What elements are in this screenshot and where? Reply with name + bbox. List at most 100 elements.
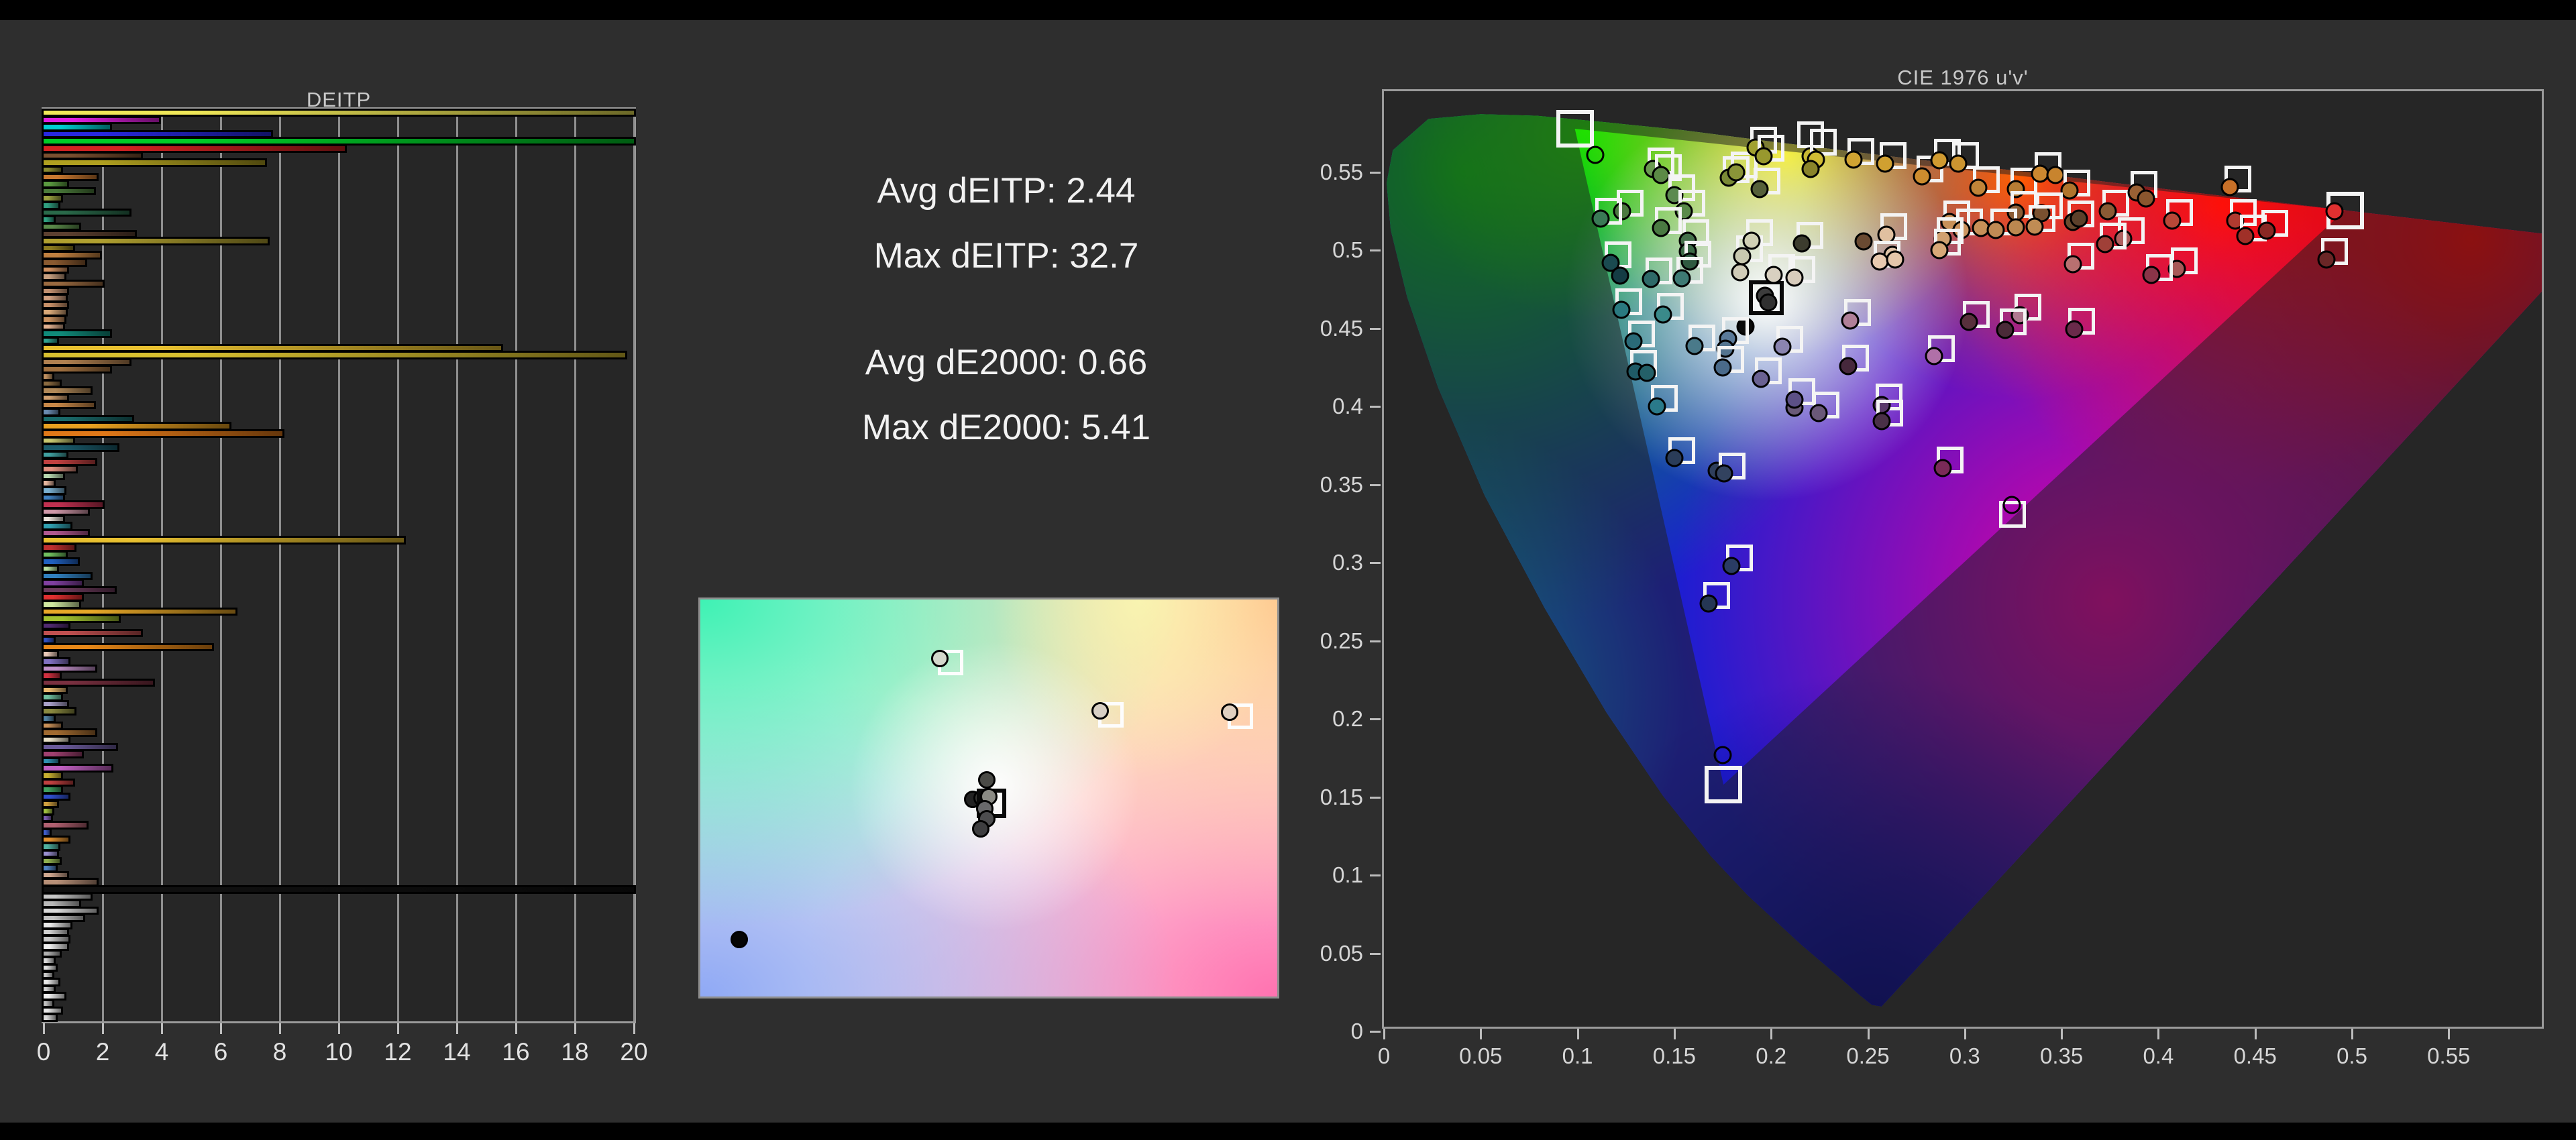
deitp-bar-row [44,937,634,942]
cie-x-tick [2448,1029,2451,1039]
deitp-bar-row [44,616,634,621]
cie-y-tick-label: 0.45 [1320,315,1363,341]
cie-y-tick [1370,1031,1381,1033]
deitp-bar [44,538,404,543]
deitp-bar-row [44,239,634,243]
deitp-bar [44,673,60,678]
deitp-gridline [102,109,104,1021]
deitp-bar-row [44,331,634,336]
measured-point [1638,363,1656,382]
avg-deitp-stat: Avg dEITP: 2.44 [877,171,1136,211]
deitp-bar [44,516,63,522]
deitp-bar [44,958,54,963]
deitp-bar-row [44,837,634,842]
deitp-bar [44,644,212,650]
deitp-bar-row [44,125,634,129]
deitp-bar-row [44,452,634,457]
measured-point [1930,241,1949,260]
cie-y-tick [1370,874,1381,876]
deitp-bar-row [44,110,634,115]
deitp-bar [44,752,83,756]
deitp-bar-row [44,402,634,408]
deitp-bar-row [44,196,634,201]
cie-y-tick [1370,406,1381,408]
measured-point-open [1713,746,1732,764]
cie-y-tick-label: 0.05 [1320,940,1363,966]
deitp-bar-row [44,666,634,671]
deitp-bar [44,424,230,429]
cie-y-tick [1370,171,1381,174]
measured-point [1809,404,1828,422]
deitp-bar [44,239,268,243]
measured-point [1654,305,1672,324]
de-statistics: Avg dEITP: 2.44 Max dEITP: 32.7 Avg dE20… [711,158,1301,460]
measured-point [1754,147,1773,166]
deitp-bar [44,944,68,949]
measured-point [2025,217,2044,236]
cie-x-tick-label: 0.05 [1459,1043,1503,1068]
deitp-bar [44,473,63,479]
measured-point [2142,266,2161,284]
deitp-bar-row [44,167,634,172]
deitp-x-tick [338,1023,340,1034]
measured-point [2325,202,2344,221]
cie-x-tick-label: 0.45 [2233,1043,2277,1068]
deitp-bar [44,709,75,714]
deitp-bar-row [44,317,634,322]
deitp-bar-row [44,367,634,372]
measured-point [2257,221,2276,240]
deitp-x-tick-label: 12 [384,1038,412,1066]
deitp-x-tick-label: 10 [325,1038,353,1066]
deitp-bar-row [44,559,634,564]
deitp-bar-row [44,887,634,892]
deitp-bar-row [44,752,634,756]
cie-y-tick [1370,718,1381,720]
deitp-gridline [220,109,222,1021]
deitp-bar [44,416,132,422]
deitp-bar-row [44,709,634,714]
deitp-bar-row [44,830,634,835]
deitp-bar-row [44,509,634,514]
measured-point [1665,449,1684,467]
deitp-bar [44,125,110,129]
deitp-bar-row [44,851,634,856]
deitp-bar [44,267,68,272]
cie-chart-title: CIE 1976 u'v' [1897,66,2029,89]
deitp-bar-row [44,524,634,528]
deitp-bar [44,167,62,172]
cie-1976-uv-diagram [1382,89,2544,1029]
cie-y-tick-label: 0.3 [1332,550,1363,575]
deitp-bar-row [44,901,634,906]
deitp-x-tick-label: 6 [213,1038,228,1066]
deitp-bar-row [44,203,634,208]
deitp-bar-row [44,744,634,750]
deitp-bar-row [44,438,634,443]
deitp-bar [44,160,265,165]
deitp-gridline [456,109,458,1021]
measured-point [1727,163,1746,182]
measured-point [1839,357,1858,376]
deitp-bar [44,452,66,457]
deitp-bar [44,965,56,970]
deitp-bar [44,758,58,764]
deitp-bar [44,595,83,600]
deitp-bar [44,338,57,343]
white-zoom-measured-point [1221,703,1239,722]
deitp-bar [44,830,50,835]
deitp-bar [44,524,70,528]
cie-y-tick-label: 0.15 [1320,784,1363,809]
measured-point [1652,219,1670,237]
deitp-bar [44,139,634,144]
deitp-bar-row [44,481,634,486]
deitp-bar-row [44,915,634,921]
deitp-bar [44,545,75,550]
measured-point [1612,300,1631,319]
measured-point [1933,459,1952,477]
deitp-bar [44,281,103,286]
deitp-bar-row [44,424,634,429]
deitp-bar [44,146,345,151]
deitp-bar-row [44,866,634,870]
cie-x-tick [1576,1029,1579,1039]
measured-point [1844,150,1863,169]
measured-point [1996,321,2015,339]
